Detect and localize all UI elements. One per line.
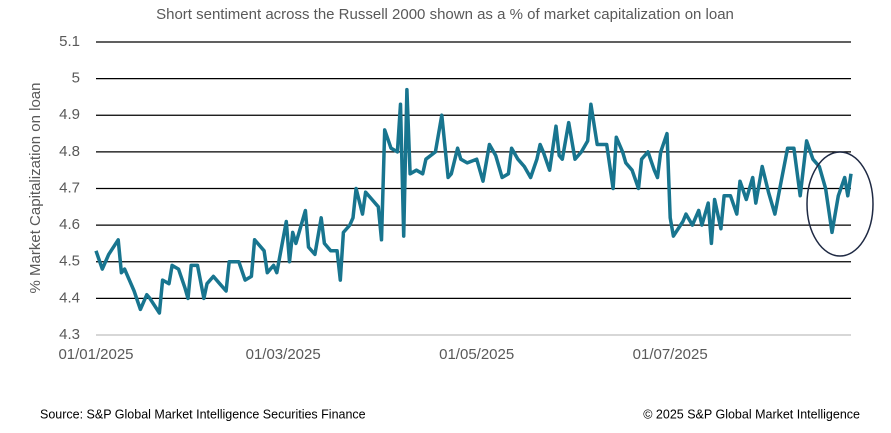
x-tick-label: 01/05/2025: [439, 346, 514, 363]
x-tick-label: 01/01/2025: [58, 346, 133, 363]
highlight-ellipse: [806, 151, 874, 257]
y-tick-label: 5.1: [59, 33, 80, 50]
y-tick-label: 4.3: [59, 326, 80, 343]
x-tick-label: 01/07/2025: [633, 346, 708, 363]
y-tick-label: 4.7: [59, 179, 80, 196]
chart-title: Short sentiment across the Russell 2000 …: [156, 6, 734, 23]
y-tick-label: 4.8: [59, 143, 80, 160]
y-tick-label: 5: [72, 70, 80, 87]
data-line: [94, 87, 853, 315]
y-tick-label: 4.6: [59, 216, 80, 233]
y-tick-label: 4.9: [59, 106, 80, 123]
source-note: Source: S&P Global Market Intelligence S…: [40, 407, 366, 421]
y-tick-label: 4.5: [59, 253, 80, 270]
y-tick-label: 4.4: [59, 289, 80, 306]
y-axis-title: % Market Capitalization on loan: [27, 83, 44, 294]
copyright-note: © 2025 S&P Global Market Intelligence: [643, 407, 860, 421]
x-tick-label: 01/03/2025: [246, 346, 321, 363]
